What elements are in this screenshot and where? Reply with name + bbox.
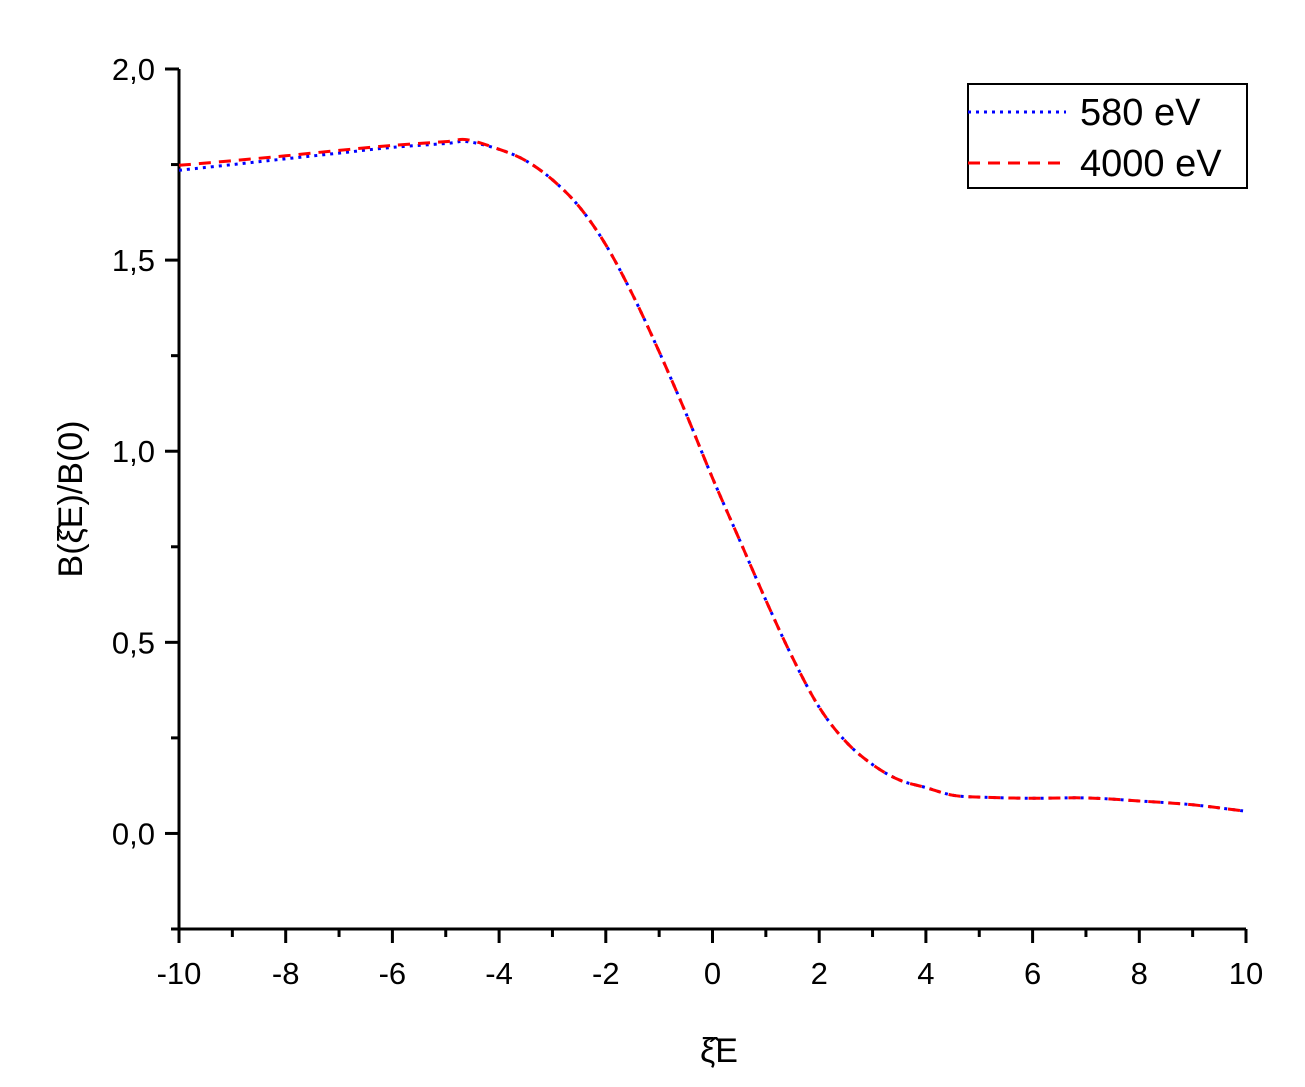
x-tick-label: 10	[1229, 956, 1263, 991]
legend: 580 eV 4000 eV	[967, 83, 1248, 189]
series-layer	[178, 137, 1247, 813]
x-tick-label: -8	[272, 956, 300, 991]
y-axis: 0,0 0,5 1,0 1,5 2,0	[112, 52, 181, 931]
y-tick-label: 0,0	[112, 816, 155, 851]
x-tick-label: 8	[1131, 956, 1148, 991]
y-axis-title: B(ξ̂E)/B(0)	[52, 421, 90, 578]
y-tick-label: 2,0	[112, 52, 155, 87]
legend-label-4000ev: 4000 eV	[1080, 143, 1222, 185]
x-tick-label: 2	[811, 956, 828, 991]
x-tick-label: 6	[1024, 956, 1041, 991]
legend-box	[967, 83, 1248, 189]
x-tick-label: -2	[592, 956, 620, 991]
x-tick-label: -6	[379, 956, 407, 991]
x-tick-label: -4	[485, 956, 513, 991]
x-axis-title: ξ̂E	[700, 1032, 738, 1070]
y-tick-label: 1,0	[112, 434, 155, 469]
x-tick-label: 4	[917, 956, 934, 991]
x-tick-label: -10	[157, 956, 202, 991]
y-tick-label: 1,5	[112, 243, 155, 278]
legend-label-580ev: 580 eV	[1080, 92, 1201, 134]
y-tick-label: 0,5	[112, 625, 155, 660]
x-tick-label: 0	[704, 956, 721, 991]
series-line-4000-ev	[178, 137, 1247, 813]
x-axis: -10 -8 -6 -4 -2 0 2 4 6 8 10	[157, 927, 1263, 991]
